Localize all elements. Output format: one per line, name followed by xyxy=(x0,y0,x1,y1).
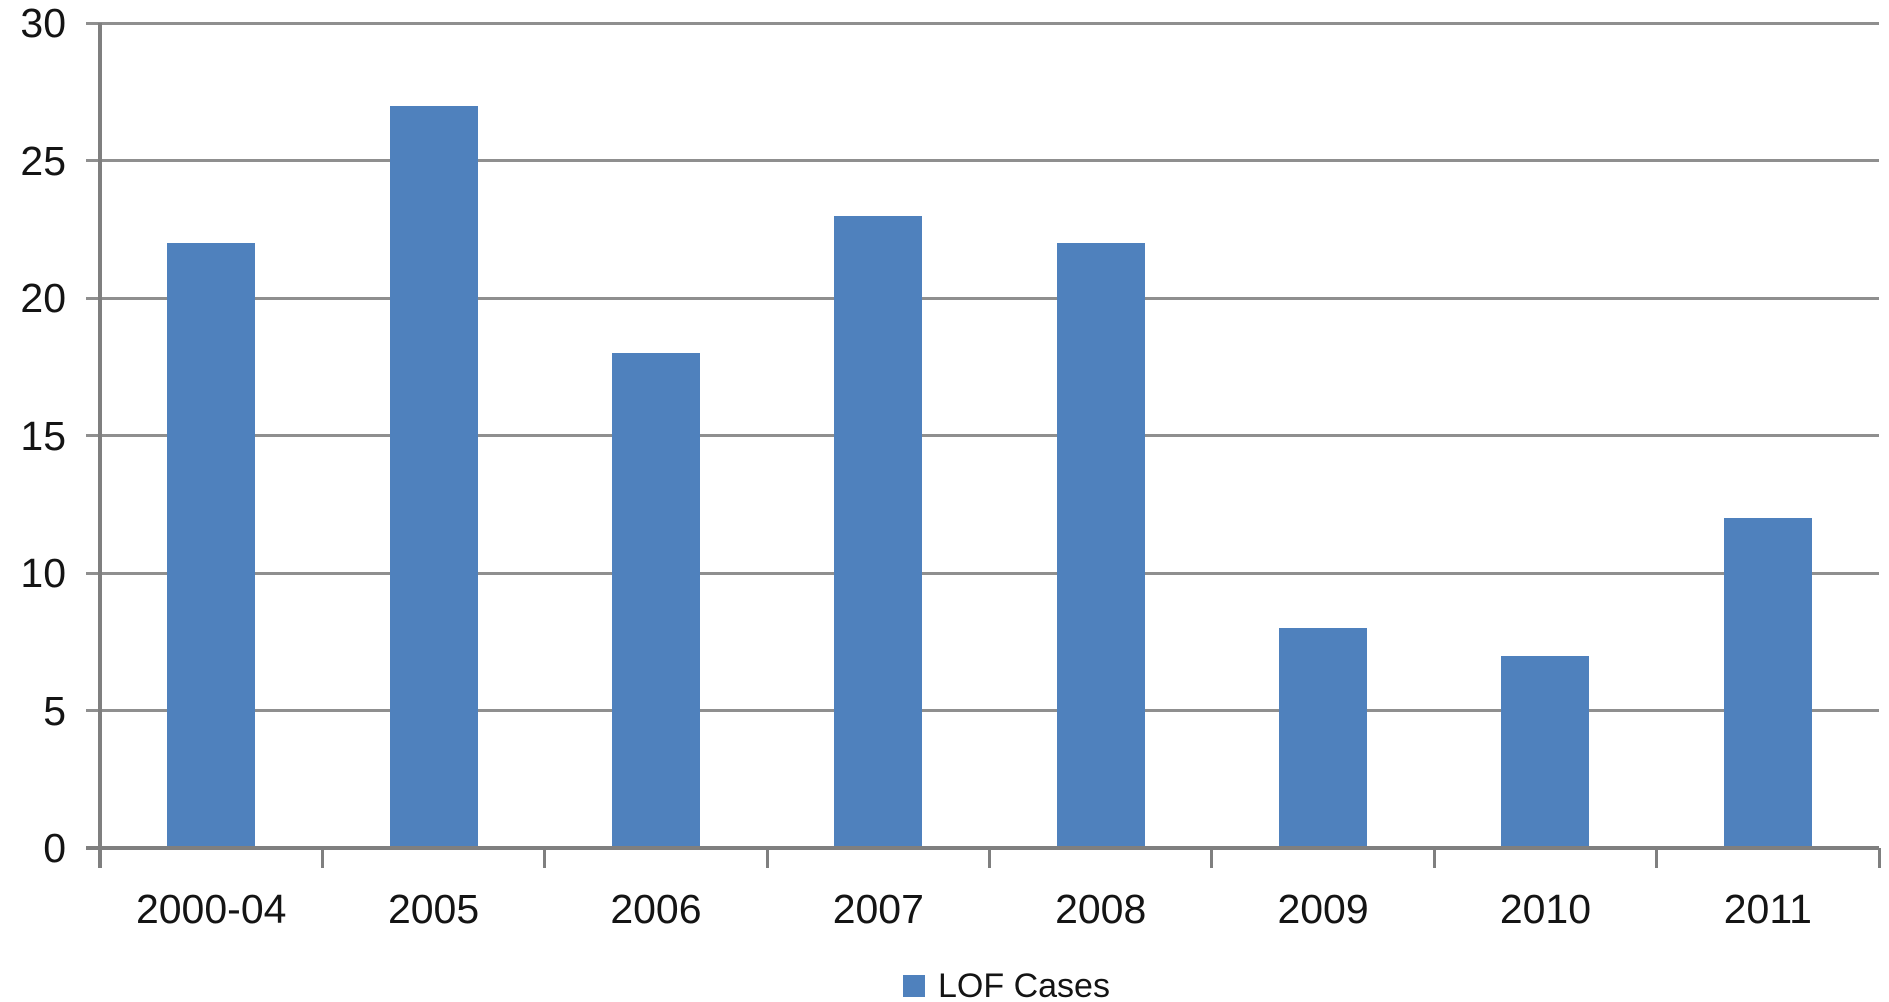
y-tick-label: 30 xyxy=(20,0,66,46)
legend-swatch xyxy=(903,975,925,997)
bar xyxy=(389,105,478,848)
bar xyxy=(611,353,700,848)
x-tick xyxy=(543,848,547,868)
bar xyxy=(1723,518,1812,848)
x-tick-label: 2005 xyxy=(387,886,480,932)
y-gridline xyxy=(86,571,1879,575)
bar xyxy=(1056,243,1145,848)
x-tick-label: 2006 xyxy=(610,886,702,932)
y-gridline xyxy=(86,709,1879,712)
y-tick-label: 0 xyxy=(43,825,66,871)
x-tick-label: 2000-04 xyxy=(135,886,287,932)
legend: LOF Cases xyxy=(903,969,1110,1002)
y-gridline xyxy=(86,21,1879,25)
y-gridline xyxy=(86,434,1879,437)
y-tick-label: 10 xyxy=(20,550,66,596)
x-tick-label: 2009 xyxy=(1277,886,1369,932)
legend-label: LOF Cases xyxy=(938,967,1110,1002)
bar xyxy=(167,243,256,848)
x-tick xyxy=(1877,848,1881,868)
x-tick xyxy=(988,848,991,868)
y-tick-label: 25 xyxy=(20,137,66,184)
x-tick xyxy=(320,848,324,868)
y-axis-line xyxy=(98,23,102,868)
y-gridline xyxy=(86,296,1879,300)
x-tick-label: 2008 xyxy=(1055,886,1147,932)
y-tick-label: 15 xyxy=(20,412,66,459)
x-tick xyxy=(765,848,769,868)
y-tick-label: 20 xyxy=(20,275,66,321)
x-tick xyxy=(1655,848,1659,868)
bar xyxy=(834,215,923,848)
y-gridline xyxy=(86,159,1879,162)
x-axis-line xyxy=(86,846,1879,850)
x-tick-label: 2007 xyxy=(832,886,924,932)
bar xyxy=(1279,628,1368,848)
x-tick xyxy=(1210,848,1214,868)
y-tick-label: 5 xyxy=(43,687,66,734)
x-tick-label: 2010 xyxy=(1499,886,1592,932)
x-tick xyxy=(1432,848,1436,868)
x-tick-label: 2011 xyxy=(1723,886,1812,932)
bar xyxy=(1501,655,1590,848)
